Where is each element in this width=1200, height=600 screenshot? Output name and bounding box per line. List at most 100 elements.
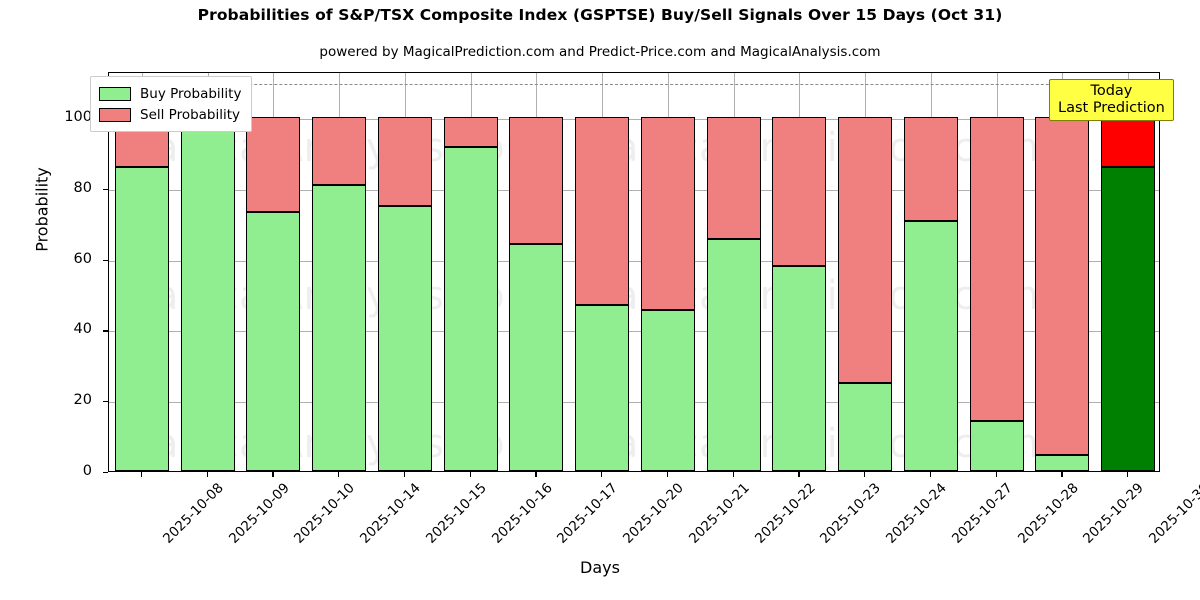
x-tick-mark	[666, 472, 669, 477]
x-tick-mark	[929, 472, 932, 477]
bar-segment-sell[interactable]	[1101, 117, 1156, 168]
bar-segment-buy[interactable]	[1101, 167, 1156, 471]
bar-segment-buy[interactable]	[1035, 455, 1090, 471]
bar-segment-sell[interactable]	[312, 117, 367, 185]
gridline-horizontal	[109, 260, 1159, 262]
y-tick-mark	[103, 330, 108, 332]
plot-area: MagicalAnalysis.comMagicalPrediction.com…	[108, 72, 1160, 472]
bar-segment-buy[interactable]	[114, 167, 169, 471]
y-tick-label: 40	[73, 321, 92, 338]
x-tick-mark	[272, 472, 274, 477]
today-annotation-line1: Today	[1090, 83, 1133, 99]
y-tick-mark	[103, 401, 108, 403]
bar-column[interactable]	[377, 73, 432, 471]
bar-segment-sell[interactable]	[377, 117, 432, 206]
bar-column[interactable]	[1035, 73, 1090, 471]
bar-column[interactable]	[903, 73, 958, 471]
bar-column[interactable]	[1101, 73, 1156, 471]
reference-line	[109, 83, 1159, 85]
y-tick-mark	[103, 259, 108, 261]
x-tick-label: 2025-10-08	[159, 480, 227, 547]
x-tick-label: 2025-10-21	[685, 480, 753, 547]
bar-column[interactable]	[246, 73, 301, 471]
bar-segment-sell[interactable]	[969, 117, 1024, 422]
x-tick-label: 2025-10-15	[422, 480, 490, 547]
bar-segment-buy[interactable]	[312, 184, 367, 471]
bar-segment-sell[interactable]	[772, 117, 827, 266]
y-axis-label: Probability	[32, 167, 52, 252]
bar-column[interactable]	[443, 73, 498, 471]
legend-swatch-sell	[99, 107, 131, 122]
x-tick-label: 2025-10-20	[620, 480, 687, 547]
bar-column[interactable]	[509, 73, 564, 471]
chart-title: Probabilities of S&P/TSX Composite Index…	[197, 6, 1003, 24]
legend-label-buy: Buy Probability	[140, 85, 242, 102]
bar-column[interactable]	[969, 73, 1024, 471]
bar-segment-sell[interactable]	[640, 117, 695, 310]
bar-column[interactable]	[706, 73, 761, 471]
bar-segment-buy[interactable]	[443, 147, 498, 471]
x-tick-label: 2025-10-29	[1080, 480, 1148, 547]
x-tick-label: 2025-10-30	[1146, 480, 1200, 547]
y-tick-mark	[103, 472, 108, 474]
x-tick-label: 2025-10-27	[948, 480, 1016, 547]
bar-column[interactable]	[838, 73, 893, 471]
bar-column[interactable]	[312, 73, 367, 471]
bar-segment-buy[interactable]	[575, 304, 630, 471]
x-tick-mark	[995, 472, 997, 477]
x-tick-mark	[338, 472, 340, 477]
y-tick-mark	[103, 188, 108, 190]
x-tick-label: 2025-10-16	[488, 480, 556, 547]
x-tick-label: 2025-10-28	[1014, 480, 1082, 547]
x-tick-mark	[864, 472, 866, 477]
gridline-horizontal	[109, 119, 1159, 121]
y-tick-label: 60	[73, 250, 92, 267]
bar-column[interactable]	[640, 73, 695, 471]
x-tick-mark	[601, 472, 603, 477]
bar-segment-sell[interactable]	[575, 117, 630, 305]
x-tick-mark	[206, 472, 208, 477]
x-tick-label: 2025-10-22	[751, 480, 819, 547]
y-tick-label: 80	[73, 179, 92, 196]
bar-segment-sell[interactable]	[838, 117, 893, 383]
gridline-horizontal	[109, 331, 1159, 333]
y-tick-label: 20	[73, 392, 92, 409]
bar-segment-sell[interactable]	[706, 117, 761, 240]
bar-segment-buy[interactable]	[706, 239, 761, 471]
bar-segment-buy[interactable]	[377, 205, 432, 471]
x-tick-label: 2025-10-09	[225, 480, 293, 547]
x-tick-label: 2025-10-10	[291, 480, 359, 547]
bar-segment-buy[interactable]	[969, 421, 1024, 471]
bar-segment-buy[interactable]	[838, 382, 893, 471]
bar-segment-buy[interactable]	[246, 211, 301, 471]
bar-segment-buy[interactable]	[180, 117, 235, 471]
x-tick-mark	[798, 472, 800, 477]
bar-column[interactable]	[114, 73, 169, 471]
x-tick-mark	[140, 472, 143, 477]
x-axis-label: Days	[580, 558, 620, 577]
bar-column[interactable]	[180, 73, 235, 471]
gridline-horizontal	[109, 189, 1159, 191]
bar-segment-buy[interactable]	[772, 265, 827, 471]
chart-subtitle: powered by MagicalPrediction.com and Pre…	[319, 44, 881, 60]
bar-segment-sell[interactable]	[509, 117, 564, 245]
bar-segment-buy[interactable]	[640, 309, 695, 471]
today-annotation: Today Last Prediction	[1049, 79, 1174, 122]
x-tick-mark	[469, 472, 471, 477]
bar-segment-sell[interactable]	[1035, 117, 1090, 456]
chart-legend: Buy Probability Sell Probability	[90, 76, 253, 132]
bar-segment-buy[interactable]	[509, 244, 564, 471]
bar-column[interactable]	[575, 73, 630, 471]
bar-segment-sell[interactable]	[903, 117, 958, 222]
legend-item-sell: Sell Probability	[99, 104, 241, 125]
y-tick-label: 0	[82, 463, 92, 479]
x-tick-label: 2025-10-17	[554, 480, 622, 547]
x-tick-label: 2025-10-14	[357, 480, 424, 547]
bar-segment-sell[interactable]	[443, 117, 498, 148]
x-tick-mark	[1127, 472, 1129, 477]
legend-label-sell: Sell Probability	[140, 106, 241, 123]
bar-segment-sell[interactable]	[246, 117, 301, 212]
bar-segment-buy[interactable]	[903, 221, 958, 471]
bar-column[interactable]	[772, 73, 827, 471]
